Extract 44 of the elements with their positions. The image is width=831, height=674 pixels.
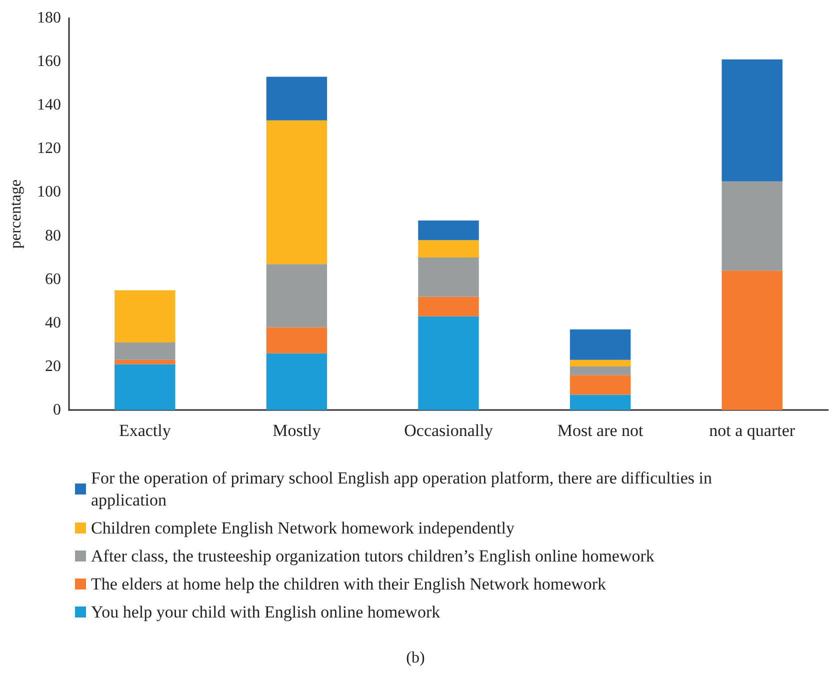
bar bbox=[266, 120, 328, 264]
text: (b) bbox=[406, 650, 425, 666]
legend-label: Children complete English Network homework independently bbox=[91, 518, 515, 538]
x-tick-label: Occasionally bbox=[404, 421, 494, 440]
y-tick-label: 60 bbox=[45, 270, 61, 288]
bar bbox=[114, 360, 176, 364]
x-tick-label: not a quarter bbox=[709, 421, 796, 440]
y-tick-label: 180 bbox=[37, 10, 61, 26]
bar bbox=[266, 264, 328, 328]
x-tick-label: Exactly bbox=[118, 421, 172, 440]
legend-label: You help your child with English online homework bbox=[91, 602, 441, 622]
y-axis-title: percentage bbox=[8, 179, 24, 249]
bar bbox=[722, 270, 782, 410]
x-tick-label: Mostly bbox=[272, 421, 322, 440]
bar bbox=[418, 220, 479, 240]
bar bbox=[418, 296, 479, 316]
bar bbox=[570, 366, 631, 376]
y-tick-label: 160 bbox=[37, 53, 61, 70]
bar bbox=[570, 375, 631, 395]
y-tick-label: 0 bbox=[53, 402, 61, 418]
bar bbox=[722, 181, 782, 271]
bar bbox=[418, 316, 479, 410]
y-tick-label: 140 bbox=[37, 96, 61, 114]
bar bbox=[722, 59, 782, 182]
x-tick-label: Most are not bbox=[557, 421, 644, 440]
y-tick-label: 40 bbox=[45, 314, 61, 332]
bar bbox=[266, 353, 328, 410]
y-tick-label: 80 bbox=[45, 227, 61, 244]
legend-label: For the operation of primary school English app operation platform, there are difficulties in application bbox=[91, 468, 716, 510]
bar bbox=[418, 240, 479, 258]
bar bbox=[114, 290, 176, 342]
bar bbox=[266, 327, 328, 354]
bar bbox=[570, 329, 631, 360]
legend-label: After class, the trusteeship organization tutors children’s English online homework bbox=[91, 546, 655, 566]
bar bbox=[418, 258, 479, 297]
bar bbox=[266, 76, 328, 120]
y-tick-label: 100 bbox=[37, 184, 61, 201]
bar bbox=[570, 394, 631, 410]
legend-label: The elders at home help the children with their English Network homework bbox=[91, 574, 607, 594]
y-tick-label: 120 bbox=[37, 140, 61, 158]
bar bbox=[114, 364, 176, 410]
bar bbox=[570, 360, 631, 366]
y-tick-label: 20 bbox=[45, 358, 61, 375]
bar bbox=[114, 342, 176, 360]
